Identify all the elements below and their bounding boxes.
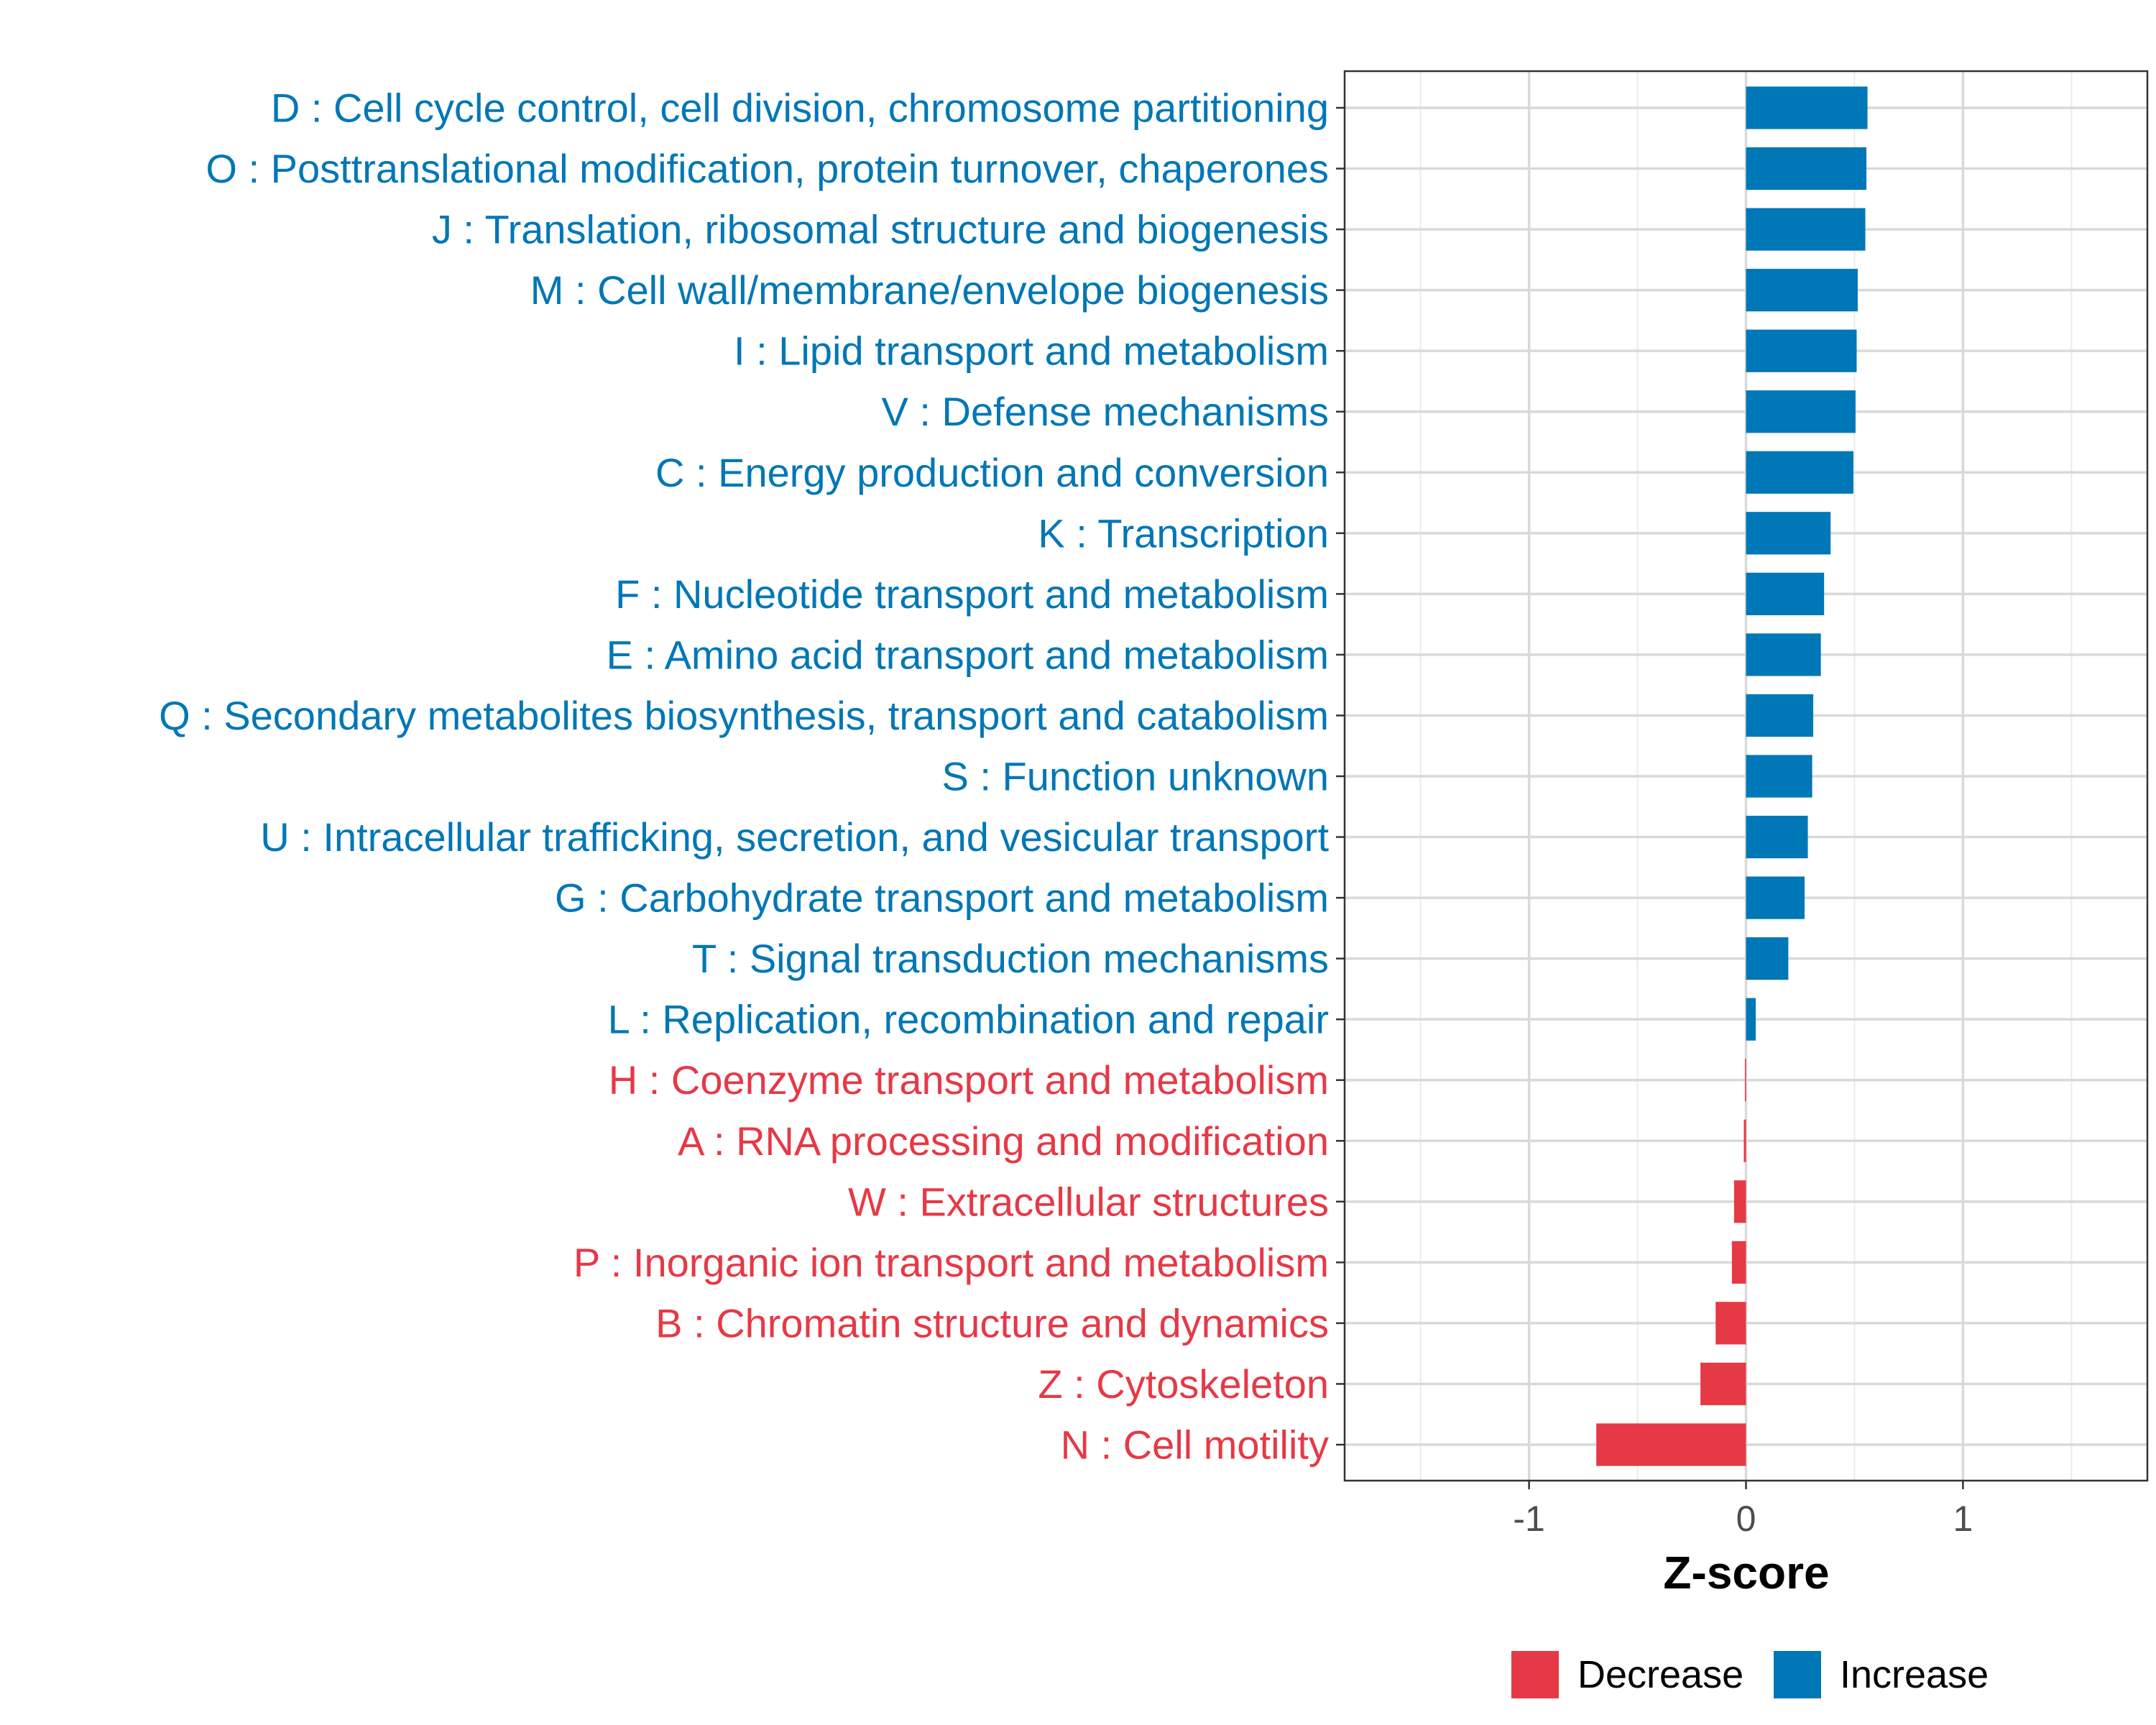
bar	[1746, 147, 1867, 190]
x-axis-ticks	[1528, 1481, 1964, 1489]
bar	[1746, 208, 1866, 251]
bar	[1746, 329, 1857, 372]
bar	[1746, 451, 1853, 494]
legend-label: Increase	[1840, 1653, 1989, 1696]
category-label: F : Nucleotide transport and metabolism	[615, 571, 1329, 617]
category-label: I : Lipid transport and metabolism	[734, 328, 1329, 374]
bar	[1733, 1180, 1746, 1223]
legend-label: Decrease	[1577, 1653, 1743, 1696]
category-label: U : Intracellular trafficking, secretion…	[260, 814, 1329, 860]
category-label: A : RNA processing and modification	[678, 1118, 1329, 1164]
category-label: V : Defense mechanisms	[882, 389, 1329, 434]
bar	[1746, 572, 1825, 615]
legend: Decrease Increase	[1511, 1651, 1989, 1698]
bar	[1746, 390, 1856, 433]
bar	[1744, 1059, 1746, 1102]
category-label: H : Coenzyme transport and metabolism	[609, 1057, 1329, 1103]
x-axis-labels: -1 0 1	[1513, 1499, 1973, 1539]
bar	[1596, 1423, 1746, 1466]
x-tick-label: -1	[1513, 1499, 1544, 1539]
category-label: C : Energy production and conversion	[655, 450, 1329, 495]
bar	[1746, 755, 1812, 798]
category-label: T : Signal transduction mechanisms	[692, 936, 1329, 981]
category-label: Q : Secondary metabolites biosynthesis, …	[159, 693, 1329, 738]
bar	[1746, 694, 1814, 737]
bar	[1746, 815, 1808, 859]
bar	[1746, 937, 1789, 980]
bar	[1715, 1302, 1746, 1345]
category-label: Z : Cytoskeleton	[1038, 1361, 1329, 1407]
y-axis-ticks	[1336, 106, 1345, 1446]
bar	[1731, 1241, 1746, 1284]
bar	[1746, 998, 1756, 1041]
category-label: S : Function unknown	[941, 754, 1329, 799]
category-label: O : Posttranslational modification, prot…	[206, 146, 1329, 191]
category-label: P : Inorganic ion transport and metaboli…	[573, 1240, 1329, 1285]
category-label: N : Cell motility	[1061, 1422, 1329, 1468]
category-label: D : Cell cycle control, cell division, c…	[271, 86, 1329, 131]
bar	[1746, 269, 1858, 312]
category-label: M : Cell wall/membrane/envelope biogenes…	[530, 267, 1329, 313]
category-label: W : Extracellular structures	[848, 1179, 1329, 1224]
x-axis-title: Z-score	[1663, 1547, 1829, 1598]
bar	[1746, 86, 1868, 129]
bar	[1746, 633, 1821, 676]
bars	[1596, 86, 1868, 1466]
x-tick-label: 0	[1736, 1499, 1756, 1539]
bar	[1743, 1119, 1746, 1162]
category-label: J : Translation, ribosomal structure and…	[432, 207, 1329, 252]
bar	[1746, 876, 1805, 919]
legend-swatch	[1774, 1651, 1821, 1698]
y-axis-labels: D : Cell cycle control, cell division, c…	[159, 86, 1329, 1468]
bar	[1700, 1362, 1746, 1406]
bar	[1746, 512, 1831, 555]
category-label: E : Amino acid transport and metabolism	[607, 632, 1329, 677]
legend-swatch	[1511, 1651, 1559, 1698]
category-label: K : Transcription	[1038, 510, 1329, 556]
category-label: L : Replication, recombination and repai…	[608, 997, 1329, 1042]
x-tick-label: 1	[1953, 1499, 1973, 1539]
category-label: B : Chromatin structure and dynamics	[655, 1300, 1329, 1346]
category-label: G : Carbohydrate transport and metabolis…	[555, 875, 1329, 921]
